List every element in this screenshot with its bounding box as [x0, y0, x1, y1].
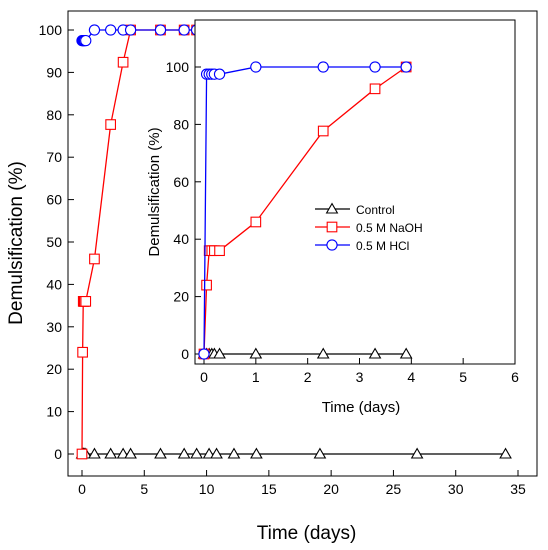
- inset-y-tick-label: 0: [181, 346, 189, 362]
- main-data-point: [410, 447, 424, 459]
- main-data-point: [190, 447, 203, 459]
- inset-y-tick-label: 40: [173, 231, 189, 247]
- main-x-tick-label: 15: [261, 481, 277, 497]
- inset-data-point: [214, 245, 225, 257]
- main-y-tick-label: 90: [46, 64, 62, 80]
- inset-x-tick-label: 4: [407, 369, 415, 385]
- main-data-point: [499, 447, 512, 459]
- inset-data-point: [198, 348, 210, 360]
- main-data-point: [104, 447, 118, 459]
- main-y-tick-label: 30: [46, 319, 62, 335]
- main-y-tick-label: 70: [46, 149, 62, 165]
- inset-x-tick-label: 5: [459, 369, 467, 385]
- main-data-point: [313, 447, 327, 459]
- inset-data-point: [369, 61, 381, 73]
- main-data-point: [88, 447, 101, 459]
- inset-data-point: [201, 279, 212, 291]
- legend: Control 0.5 M NaOH 0.5 M HCl: [315, 202, 423, 253]
- main-data-point: [124, 24, 137, 36]
- inset-x-tick-label: 3: [356, 369, 364, 385]
- main-y-tick-label: 20: [46, 361, 62, 377]
- inset-y-axis-title: Demulsification (%): [146, 127, 163, 256]
- main-y-tick-label: 60: [46, 192, 62, 208]
- main-data-point: [154, 447, 167, 459]
- inset-data-point: [250, 216, 262, 228]
- main-x-tick-label: 35: [510, 481, 526, 497]
- main-data-point: [210, 447, 223, 459]
- main-x-tick-label: 10: [199, 481, 215, 497]
- main-data-point: [77, 346, 88, 358]
- inset-data-point: [399, 347, 413, 359]
- main-x-tick-label: 0: [78, 481, 86, 497]
- inset-data-point: [317, 125, 329, 137]
- main-x-tick-label: 5: [140, 481, 148, 497]
- legend-marker: [325, 202, 339, 214]
- legend-label: Control: [356, 203, 395, 217]
- inset-background: [195, 20, 515, 364]
- inset-data-point: [369, 83, 381, 95]
- main-data-point: [105, 24, 117, 36]
- inset-x-tick-label: 2: [304, 369, 312, 385]
- inset-data-point: [316, 347, 330, 359]
- inset-data-point: [317, 61, 329, 73]
- main-data-point: [105, 119, 117, 130]
- main-data-point: [80, 34, 92, 47]
- legend-label: 0.5 M HCl: [356, 239, 409, 253]
- main-y-tick-label: 100: [39, 22, 63, 38]
- main-series-triangle: [75, 447, 512, 459]
- main-data-point: [154, 24, 167, 36]
- main-data-point: [250, 447, 263, 459]
- main-y-tick-label: 50: [46, 234, 62, 250]
- inset-x-tick-label: 1: [252, 369, 260, 385]
- main-data-point: [89, 253, 100, 265]
- inset-y-tick-label: 80: [173, 116, 189, 132]
- legend-marker: [326, 221, 338, 233]
- main-data-point: [227, 447, 241, 459]
- inset-x-axis-title: Time (days): [322, 399, 401, 416]
- main-y-tick-label: 80: [46, 107, 62, 123]
- inset-x-tick-label: 0: [200, 369, 208, 385]
- main-x-axis-title: Time (days): [257, 523, 357, 544]
- inset-data-point: [368, 347, 382, 359]
- legend-label: 0.5 M NaOH: [356, 221, 423, 235]
- inset-y-tick-label: 100: [166, 59, 190, 75]
- inset-y-tick-label: 20: [173, 289, 189, 305]
- main-data-point: [80, 296, 92, 307]
- main-data-point: [88, 24, 101, 36]
- main-plot-frame: [67, 10, 538, 477]
- main-data-point: [177, 447, 191, 459]
- inset-data-point: [249, 347, 263, 359]
- main-data-point: [202, 447, 216, 459]
- main-data-point: [178, 24, 190, 36]
- inset-data-point: [213, 68, 226, 80]
- main-data-point: [124, 447, 137, 459]
- main-x-tick-label: 20: [323, 481, 339, 497]
- main-data-point: [76, 448, 88, 460]
- inset-data-point: [400, 61, 412, 73]
- main-x-tick-label: 30: [448, 481, 464, 497]
- inset-data-point: [250, 61, 262, 73]
- inset-plot-frame: [194, 19, 516, 365]
- main-data-point: [116, 447, 130, 459]
- main-y-tick-label: 10: [46, 404, 62, 420]
- main-data-point: [117, 56, 129, 68]
- legend-marker: [326, 239, 338, 251]
- main-x-tick-label: 25: [386, 481, 402, 497]
- main-y-tick-label: 40: [46, 276, 62, 292]
- inset-series-circle: [198, 61, 412, 360]
- main-y-axis-title: Demulsification (%): [6, 161, 27, 325]
- inset-data-point: [213, 347, 226, 359]
- inset-y-tick-label: 60: [173, 174, 189, 190]
- main-y-tick-label: 0: [54, 446, 62, 462]
- inset-x-tick-label: 6: [511, 369, 519, 385]
